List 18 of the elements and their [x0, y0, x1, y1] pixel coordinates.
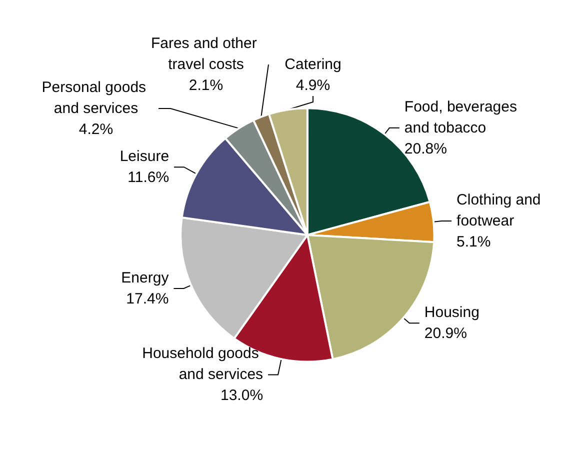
data-label: 17.4%	[126, 290, 169, 308]
slice-label: Catering	[284, 56, 342, 73]
data-label: 20.8%	[404, 140, 447, 158]
slice-label: Fares and other travel costs	[150, 35, 262, 73]
data-label: 2.1%	[188, 77, 224, 94]
data-label: 4.2%	[78, 121, 114, 138]
slice-label: Household goods and services	[142, 345, 264, 384]
slice-label: Food, beverages and tobacco	[404, 98, 522, 136]
slice-label: Energy	[121, 269, 170, 286]
slice-label: Leisure	[120, 148, 170, 166]
data-label: 11.6%	[128, 169, 170, 186]
slice-label: Personal goods and services	[42, 79, 150, 117]
slice-label: Clothing and footwear	[456, 191, 545, 230]
data-label: 5.1%	[456, 233, 491, 250]
data-label: 20.9%	[424, 325, 467, 342]
slice-label: Housing	[424, 304, 480, 322]
data-label: 4.9%	[296, 77, 330, 94]
data-label: 13.0%	[220, 387, 264, 404]
